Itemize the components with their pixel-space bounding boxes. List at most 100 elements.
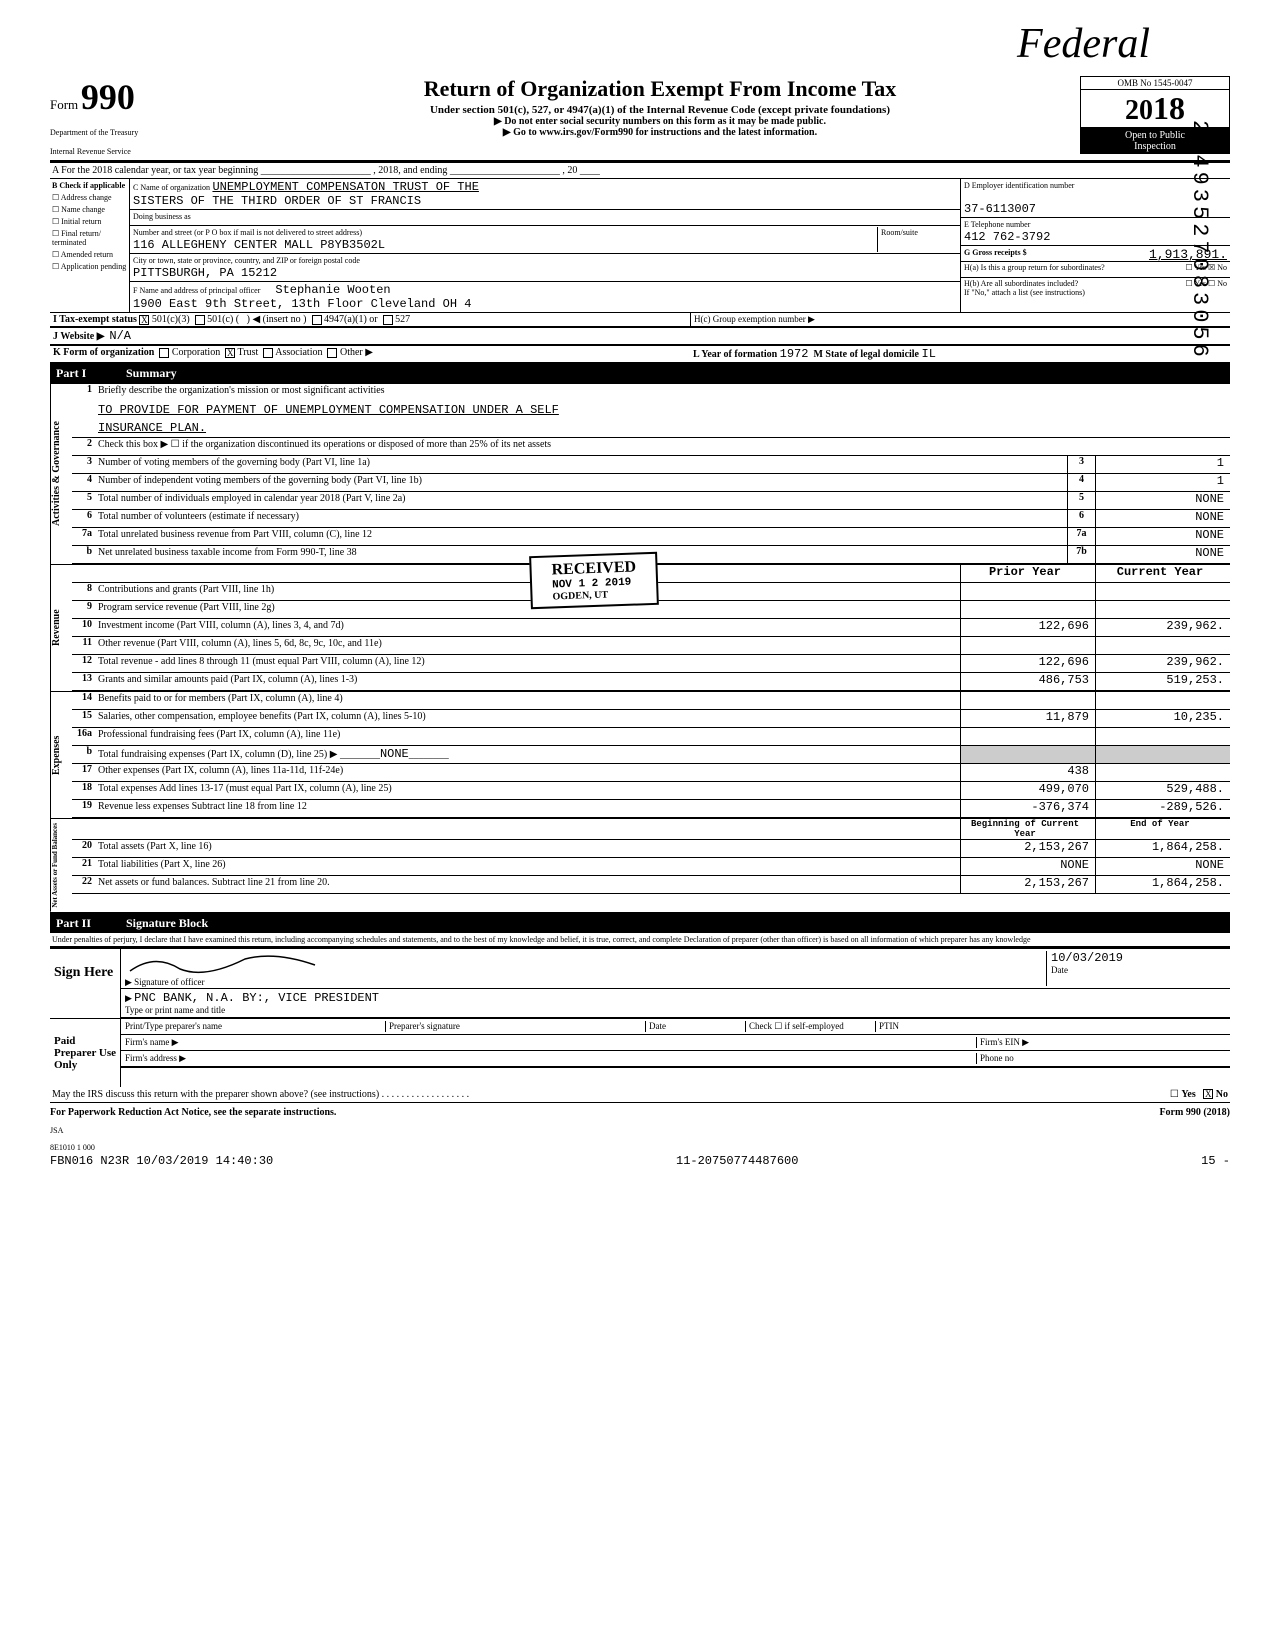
year-formation: 1972 [780, 347, 809, 361]
line-22: Net assets or fund balances. Subtract li… [96, 876, 960, 893]
org-name-2: SISTERS OF THE THIRD ORDER OF ST FRANCIS [133, 194, 421, 208]
prior-10: 122,696 [960, 619, 1095, 636]
val-3: 1 [1095, 456, 1230, 473]
val-7b: NONE [1095, 546, 1230, 563]
sig-date-label: Date [1051, 965, 1068, 975]
label-g: G Gross receipts $ [964, 248, 1027, 257]
prior-17: 438 [960, 764, 1095, 781]
form-title: Return of Organization Exempt From Incom… [250, 76, 1070, 102]
form-prefix: Form [50, 97, 78, 112]
label-hc: H(c) Group exemption number ▶ [694, 314, 815, 324]
col-prior: Prior Year [960, 565, 1095, 582]
line-7a: Total unrelated business revenue from Pa… [96, 528, 1067, 545]
tab-net-assets: Net Assets or Fund Balances [50, 819, 72, 912]
label-d: D Employer identification number [964, 181, 1074, 190]
line-21: Total liabilities (Part X, line 26) [96, 858, 960, 875]
tab-governance: Activities & Governance [50, 384, 72, 564]
org-name-1: UNEMPLOYMENT COMPENSATON TRUST OF THE [212, 180, 478, 194]
line-12: Total revenue - add lines 8 through 11 (… [96, 655, 960, 672]
ptin-label: PTIN [875, 1021, 1226, 1032]
line-a: A For the 2018 calendar year, or tax yea… [50, 162, 1230, 178]
dept-treasury: Department of the Treasury [50, 128, 240, 137]
officer-name: Stephanie Wooten [275, 283, 390, 297]
line-2: Check this box ▶ ☐ if the organization d… [96, 438, 1230, 455]
label-c: C Name of organization [133, 183, 210, 192]
curr-12: 239,962. [1095, 655, 1230, 672]
city-state-zip: PITTSBURGH, PA 15212 [133, 266, 277, 280]
label-ha: H(a) Is this a group return for subordin… [964, 263, 1105, 272]
print-name-label: Type or print name and title [125, 1005, 225, 1015]
line-9: Program service revenue (Part VIII, line… [96, 601, 960, 618]
prep-date-label: Date [645, 1021, 745, 1032]
line-1: Briefly describe the organization's miss… [96, 384, 1230, 402]
prior-19: -376,374 [960, 800, 1095, 817]
label-l: L Year of formation [693, 349, 777, 360]
tab-revenue: Revenue [50, 565, 72, 691]
line-16a: Professional fundraising fees (Part IX, … [96, 728, 960, 745]
firm-ein-label: Firm's EIN ▶ [976, 1037, 1226, 1048]
officer-label: F Name and address of principal officer [133, 286, 260, 295]
may-irs-discuss: May the IRS discuss this return with the… [50, 1087, 1230, 1103]
box-b: B Check if applicable ☐ Address change ☐… [50, 179, 130, 312]
line-10: Investment income (Part VIII, column (A)… [96, 619, 960, 636]
val-4: 1 [1095, 474, 1230, 491]
line-20: Total assets (Part X, line 16) [96, 840, 960, 857]
dept-irs: Internal Revenue Service [50, 147, 240, 156]
dba-label: Doing business as [133, 212, 191, 221]
sig-officer-label: Signature of officer [134, 977, 204, 987]
paid-preparer-label: Paid Preparer Use Only [50, 1019, 120, 1087]
omb-number: OMB No 1545-0047 [1080, 76, 1230, 90]
firm-name-label: Firm's name ▶ [125, 1037, 976, 1048]
city-label: City or town, state or province, country… [133, 256, 360, 265]
website: N/A [109, 329, 131, 343]
tab-expenses: Expenses [50, 692, 72, 818]
mission-1: TO PROVIDE FOR PAYMENT OF UNEMPLOYMENT C… [96, 402, 1230, 420]
form-header: Form 990 Department of the Treasury Inte… [50, 76, 1230, 162]
sig-date: 10/03/2019 [1051, 951, 1123, 965]
line-16b: Total fundraising expenses (Part IX, col… [96, 746, 960, 763]
curr-13: 519,253. [1095, 673, 1230, 690]
paid-preparer-block: Paid Preparer Use Only Print/Type prepar… [50, 1018, 1230, 1087]
line-15: Salaries, other compensation, employee b… [96, 710, 960, 727]
begin-21: NONE [960, 858, 1095, 875]
end-22: 1,864,258. [1095, 876, 1230, 893]
side-scan-number: 29493527083056 [1187, 120, 1212, 361]
curr-18: 529,488. [1095, 782, 1230, 799]
line-5: Total number of individuals employed in … [96, 492, 1067, 509]
curr-10: 239,962. [1095, 619, 1230, 636]
mission-2: INSURANCE PLAN. [96, 420, 1230, 437]
sign-here-block: Sign Here ▶ Signature of officer 10/03/2… [50, 947, 1230, 1018]
hb-note: If "No," attach a list (see instructions… [964, 288, 1085, 297]
end-21: NONE [1095, 858, 1230, 875]
line-17: Other expenses (Part IX, column (A), lin… [96, 764, 960, 781]
officer-address: 1900 East 9th Street, 13th Floor Clevela… [133, 297, 471, 311]
sign-here-label: Sign Here [50, 949, 120, 1018]
street-address: 116 ALLEGHENY CENTER MALL P8YB3502L [133, 238, 385, 252]
form-footer: Form 990 (2018) [1159, 1107, 1230, 1118]
prior-12: 122,696 [960, 655, 1095, 672]
prep-sig-label: Preparer's signature [385, 1021, 645, 1032]
line-6: Total number of volunteers (estimate if … [96, 510, 1067, 527]
val-5: NONE [1095, 492, 1230, 509]
part-1-header: Part ISummary [50, 364, 1230, 383]
identity-block: B Check if applicable ☐ Address change ☐… [50, 178, 1230, 312]
line-11: Other revenue (Part VIII, column (A), li… [96, 637, 960, 654]
addr-label: Number and street (or P O box if mail is… [133, 228, 362, 237]
form-sub2: ▶ Do not enter social security numbers o… [250, 116, 1070, 127]
col-current: Current Year [1095, 565, 1230, 582]
line-4: Number of independent voting members of … [96, 474, 1067, 491]
jsa-code-1: JSA [50, 1126, 1230, 1135]
form-sub3: ▶ Go to www.irs.gov/Form990 for instruct… [250, 127, 1070, 138]
state-domicile: IL [922, 347, 936, 361]
line-8: Contributions and grants (Part VIII, lin… [96, 583, 960, 600]
prep-name-label: Print/Type preparer's name [125, 1021, 385, 1032]
footer-stamp: FBN016 N23R 10/03/2019 14:40:30 11-20750… [50, 1154, 1230, 1168]
label-j: J Website ▶ [53, 331, 104, 342]
firm-addr-label: Firm's address ▶ [125, 1053, 976, 1064]
val-7a: NONE [1095, 528, 1230, 545]
label-e: E Telephone number [964, 220, 1030, 229]
prior-13: 486,753 [960, 673, 1095, 690]
prior-15: 11,879 [960, 710, 1095, 727]
begin-22: 2,153,267 [960, 876, 1095, 893]
line-13: Grants and similar amounts paid (Part IX… [96, 673, 960, 690]
